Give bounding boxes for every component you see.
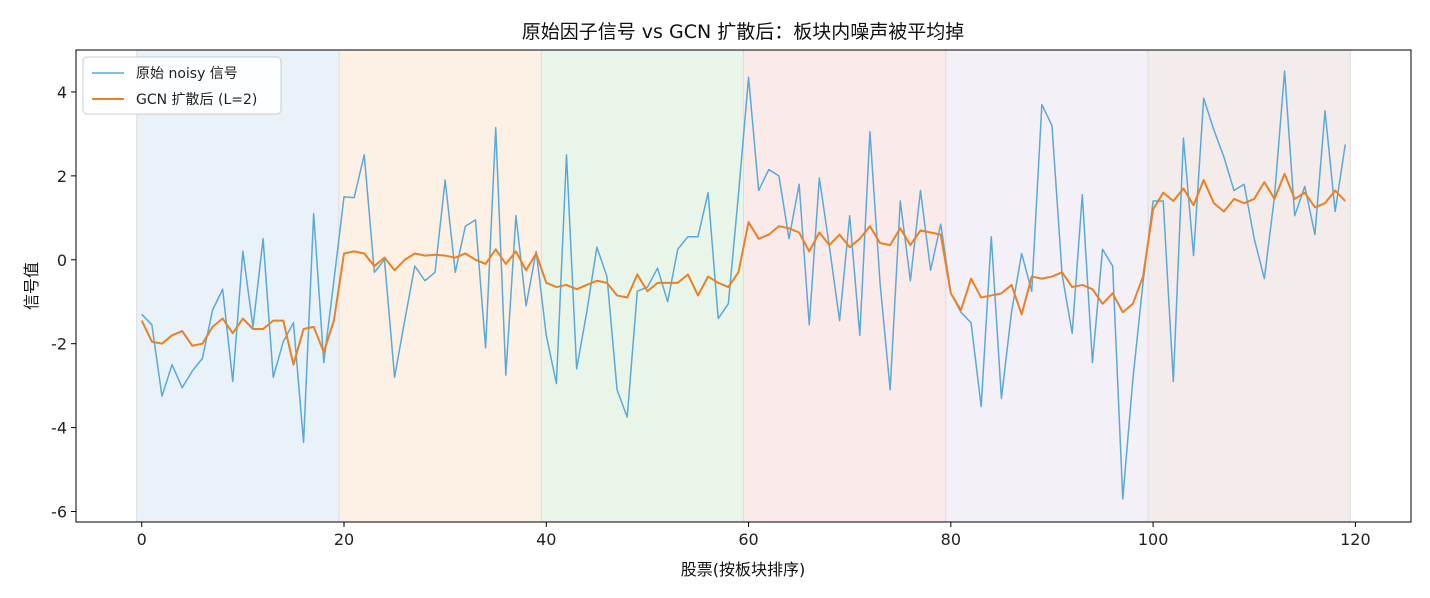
series-lines [140,70,1347,500]
x-tick-label: 20 [334,530,354,549]
x-axis-ticks: 0 20 40 60 80 100 120 [137,522,1371,549]
y-tick-label: -4 [51,419,67,438]
x-tick-label: 120 [1340,530,1371,549]
y-tick-label: 4 [57,83,67,102]
chart-title: 原始因子信号 vs GCN 扩散后：板块内噪声被平均掉 [522,21,964,43]
sector-band-5 [945,50,1149,522]
sector-band-2 [338,50,542,522]
legend: 原始 noisy 信号 GCN 扩散后 (L=2) [82,56,282,115]
sector-band-3 [541,50,744,522]
y-axis-ticks: -6 -4 -2 0 2 4 [51,83,76,522]
legend-box [82,56,282,115]
x-tick-label: 40 [536,530,556,549]
y-tick-label: -6 [51,503,67,522]
x-tick-label: 80 [941,530,961,549]
y-axis-label: 信号值 [22,262,41,310]
sector-band-4 [743,50,946,522]
sector-bands [136,50,1351,522]
x-tick-label: 100 [1138,530,1169,549]
x-axis-label: 股票(按板块排序) [681,560,806,579]
plot-frame [75,49,1412,523]
x-tick-label: 0 [137,530,147,549]
x-tick-label: 60 [738,530,758,549]
y-tick-label: 2 [57,167,67,186]
legend-label-gcn: GCN 扩散后 (L=2) [136,92,257,108]
sector-band-1 [136,50,339,522]
sector-band-6 [1148,50,1351,522]
y-tick-label: 0 [57,251,67,270]
legend-label-raw: 原始 noisy 信号 [136,66,238,82]
y-tick-label: -2 [51,335,67,354]
series-line-gcn [140,172,1346,366]
